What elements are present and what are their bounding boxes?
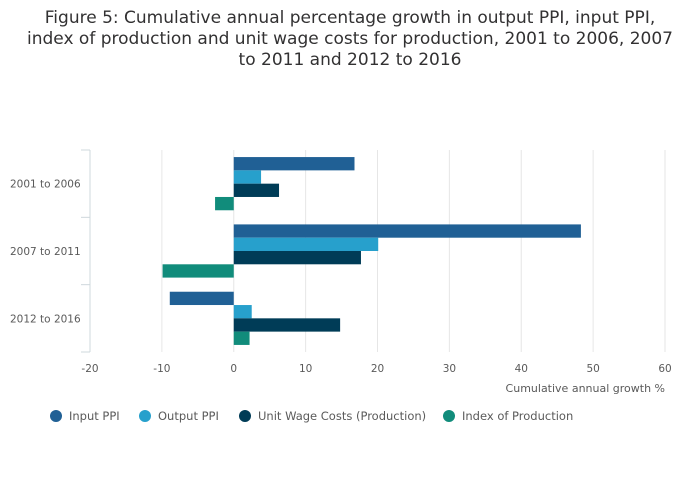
y-category-label: 2007 to 2011 (10, 246, 81, 258)
x-tick-label: 20 (371, 363, 384, 375)
y-axis: 2001 to 2006 2007 to 2011 2012 to 2016 (10, 149, 91, 353)
legend-item[interactable]: Unit Wage Costs (Production) (239, 409, 426, 423)
legend-label: Output PPI (158, 409, 219, 423)
bar (233, 170, 262, 184)
bar (233, 224, 581, 238)
x-tick-label: 10 (299, 363, 312, 375)
bar (215, 196, 234, 211)
x-tick-label: 50 (586, 363, 599, 375)
legend-item[interactable]: Index of Production (443, 409, 573, 423)
bar (233, 157, 355, 171)
x-axis-title: Cumulative annual growth % (506, 382, 665, 395)
chart-title-line: to 2011 and 2012 to 2016 (238, 50, 462, 70)
legend: Input PPI Output PPI Unit Wage Costs (Prod… (50, 409, 573, 423)
x-tick-label: 0 (230, 363, 237, 375)
legend-label: Unit Wage Costs (Production) (258, 409, 426, 423)
bar (233, 183, 280, 197)
x-axis-ticks: -20 -10 0 10 20 30 40 50 60 (81, 363, 671, 375)
legend-item[interactable]: Input PPI (50, 409, 120, 423)
legend-label: Index of Production (462, 409, 573, 423)
bar (162, 264, 234, 278)
x-tick-label: 30 (443, 363, 456, 375)
x-tick-label: 60 (658, 363, 671, 375)
legend-marker-icon (50, 410, 62, 422)
legend-item[interactable]: Output PPI (139, 409, 219, 423)
chart-title: Figure 5: Cumulative annual percentage g… (0, 8, 700, 71)
x-tick-label: -20 (81, 363, 98, 375)
bar (169, 291, 234, 306)
bar (233, 251, 361, 265)
bar (233, 237, 379, 251)
bar (233, 318, 341, 332)
y-category-label: 2012 to 2016 (10, 313, 81, 325)
x-tick-label: 40 (515, 363, 528, 375)
bar (233, 305, 252, 319)
legend-marker-icon (139, 410, 151, 422)
legend-label: Input PPI (69, 409, 120, 423)
bars-group (162, 157, 581, 345)
legend-marker-icon (443, 410, 455, 422)
chart-title-line: index of production and unit wage costs … (27, 29, 673, 49)
bar (233, 331, 250, 345)
x-tick-label: -10 (153, 363, 170, 375)
y-category-label: 2001 to 2006 (10, 179, 81, 191)
legend-marker-icon (239, 410, 251, 422)
chart-title-line: Figure 5: Cumulative annual percentage g… (44, 8, 656, 28)
